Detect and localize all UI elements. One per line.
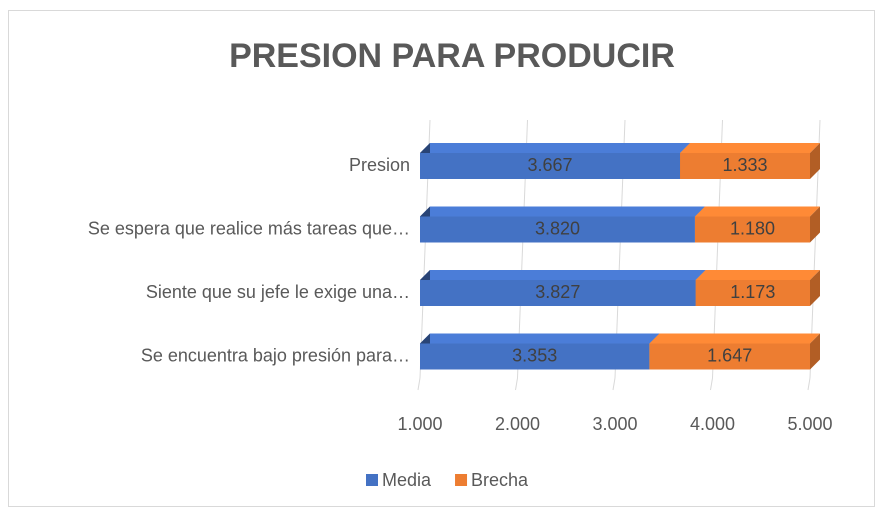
y-tick-label: Siente que su jefe le exige una…: [146, 282, 410, 302]
grid-floor: [612, 377, 616, 391]
bar-top: [694, 206, 820, 217]
bar-side: [810, 143, 820, 179]
x-tick-label: 1.000: [397, 414, 442, 434]
bar: [420, 153, 681, 179]
data-label: 1.173: [730, 282, 775, 302]
legend-swatch: [455, 474, 468, 486]
bar-side: [810, 333, 820, 370]
legend-label: Brecha: [471, 470, 529, 490]
bar: [420, 216, 695, 243]
bar: [420, 343, 650, 370]
y-tick-label: Se encuentra bajo presión para…: [141, 345, 410, 365]
bar-side: [810, 206, 820, 243]
bar: [649, 343, 810, 370]
bar-side: [810, 270, 820, 306]
grid-floor: [417, 377, 421, 391]
grid-floor: [515, 377, 518, 391]
chart-border: [8, 10, 875, 507]
bar: [694, 216, 810, 243]
data-label: 1.647: [707, 345, 752, 365]
data-label: 3.353: [512, 345, 557, 365]
bar: [680, 153, 810, 179]
chart-title: PRESION PARA PRODUCIR: [229, 37, 675, 75]
data-label: 3.820: [535, 218, 580, 238]
y-tick-label: Se espera que realice más tareas que…: [88, 218, 410, 238]
grid-floor: [807, 377, 811, 391]
y-tick-label: Presion: [349, 155, 410, 175]
grid-floor: [710, 377, 713, 391]
legend-swatch: [366, 474, 378, 486]
bar-top: [695, 270, 820, 280]
data-label: 1.180: [730, 218, 775, 238]
bar: [695, 280, 810, 306]
data-label: 3.827: [535, 282, 580, 302]
bar-top: [420, 206, 705, 217]
bar: [420, 280, 696, 306]
data-label: 1.333: [722, 155, 767, 175]
bar-top: [420, 270, 706, 280]
x-tick-label: 2.000: [495, 414, 540, 434]
x-tick-label: 3.000: [592, 414, 637, 434]
x-tick-label: 4.000: [690, 414, 735, 434]
bar-top: [420, 143, 691, 153]
data-label: 3.667: [527, 155, 572, 175]
x-tick-label: 5.000: [787, 414, 832, 434]
bar-top: [420, 333, 660, 344]
legend-label: Media: [382, 470, 432, 490]
bar-top: [680, 143, 820, 153]
bar-top: [649, 333, 820, 344]
